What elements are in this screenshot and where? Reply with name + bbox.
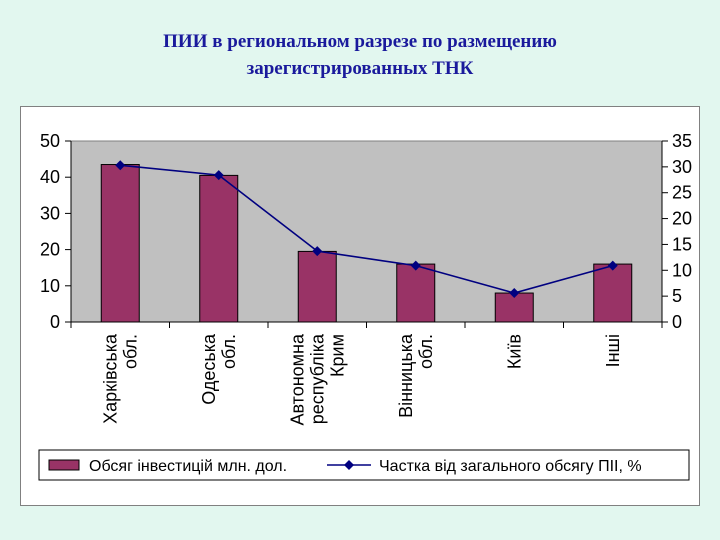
share-point-3 — [312, 246, 323, 257]
share-point-2 — [213, 170, 224, 181]
y-right-tick-label: 20 — [672, 209, 692, 229]
x-category-label: Інші — [603, 334, 623, 367]
bar-1 — [100, 164, 140, 323]
y-left-tick-label: 0 — [50, 312, 60, 332]
bar-3 — [297, 250, 337, 323]
x-category-label: Вінницька — [396, 333, 416, 418]
y-left-tick-label: 30 — [40, 203, 60, 223]
share-point-5 — [509, 288, 520, 299]
share-point-6 — [607, 260, 618, 271]
x-category-label: Крим — [327, 334, 347, 377]
y-right-tick-label: 35 — [672, 131, 692, 151]
slide-title-line-2: зарегистрированных ТНК — [246, 58, 474, 79]
y-right-tick-label: 0 — [672, 312, 682, 332]
x-category-label: республіка — [307, 333, 327, 424]
y-right-tick-label: 25 — [672, 183, 692, 203]
y-left-tick-label: 40 — [40, 167, 60, 187]
y-left-tick-label: 20 — [40, 240, 60, 260]
x-category-label: обл. — [120, 334, 140, 369]
share-point-1 — [115, 160, 126, 171]
slide-title: ПИИ в региональном разрезе по размещению… — [0, 28, 720, 82]
legend-label-line: Частка від загального обсягу ПІІ, % — [379, 458, 642, 475]
share-point-4 — [410, 260, 421, 271]
x-category-label: Одеська — [199, 333, 219, 405]
y-left-tick-label: 10 — [40, 276, 60, 296]
x-category-label: Київ — [504, 334, 524, 369]
plot-area — [70, 140, 663, 323]
y-right-tick-label: 10 — [672, 260, 692, 280]
x-category-label: Харківська — [100, 333, 120, 424]
y-right-tick-label: 5 — [672, 286, 682, 306]
x-category-label: обл. — [219, 334, 239, 369]
y-right-tick-label: 15 — [672, 234, 692, 254]
slide-title-line-1: ПИИ в региональном разрезе по размещению — [163, 31, 557, 52]
legend-line-marker — [344, 460, 354, 470]
y-right-tick-label: 30 — [672, 157, 692, 177]
y-left-tick-label: 50 — [40, 131, 60, 151]
legend-label-bars: Обсяг інвестицій млн. дол. — [89, 458, 287, 475]
chart-frame: 0 10 20 30 40 50 0 5 10 15 20 25 30 35 Харківська обл. О… — [20, 106, 700, 506]
bar-6 — [593, 263, 633, 323]
x-category-label: обл. — [416, 334, 436, 369]
share-line — [120, 164, 613, 294]
bar-4 — [396, 263, 436, 323]
legend-bar-swatch — [48, 459, 80, 471]
bar-2 — [199, 174, 239, 323]
x-category-label: Автономна — [287, 333, 307, 425]
